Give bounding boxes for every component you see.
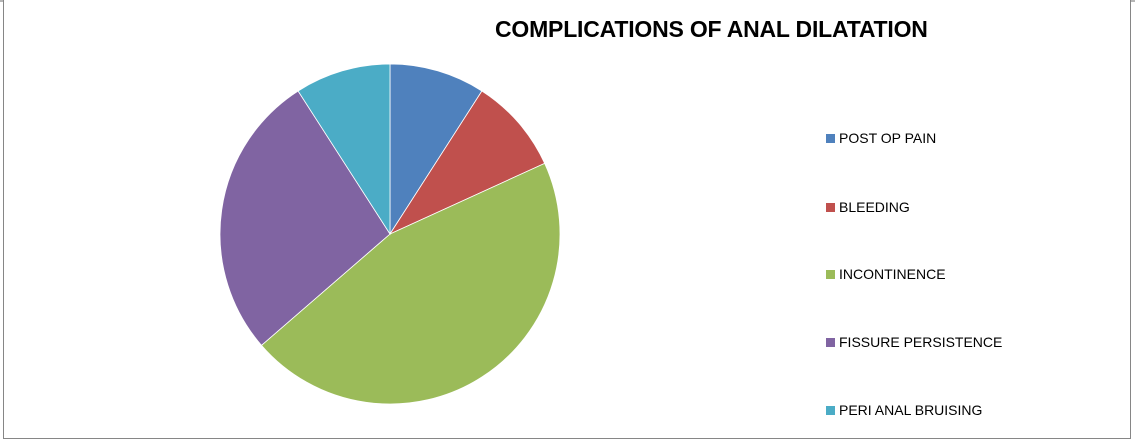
- chart-frame: [3, 0, 1131, 439]
- legend-item-peri-anal-bruising: PERI ANAL BRUISING: [826, 402, 982, 418]
- pie-slice-fissure-persistence: [219, 90, 391, 346]
- legend-label: POST OP PAIN: [839, 130, 937, 146]
- legend-label: INCONTINENCE: [839, 266, 946, 282]
- legend-swatch: [826, 202, 835, 212]
- legend-swatch: [826, 269, 835, 279]
- legend-label: PERI ANAL BRUISING: [839, 402, 983, 418]
- legend-item-fissure-persistence: FISSURE PERSISTENCE: [826, 334, 1002, 350]
- pie-slice-incontinence: [260, 162, 561, 405]
- pie-slice-peri-anal-bruising: [297, 63, 391, 236]
- chart-title: COMPLICATIONS OF ANAL DILATATION: [495, 16, 928, 42]
- legend-label: FISSURE PERSISTENCE: [839, 334, 1003, 350]
- legend-swatch: [826, 405, 835, 415]
- legend-item-bleeding: BLEEDING: [826, 199, 910, 215]
- legend-item-post-op-pain: POST OP PAIN: [826, 130, 936, 146]
- pie-slice-bleeding: [388, 90, 546, 235]
- legend-swatch: [826, 133, 835, 143]
- pie-slice-post-op-pain: [389, 63, 483, 236]
- legend-label: BLEEDING: [839, 199, 910, 215]
- legend-item-incontinence: INCONTINENCE: [826, 266, 946, 282]
- legend-swatch: [826, 337, 835, 347]
